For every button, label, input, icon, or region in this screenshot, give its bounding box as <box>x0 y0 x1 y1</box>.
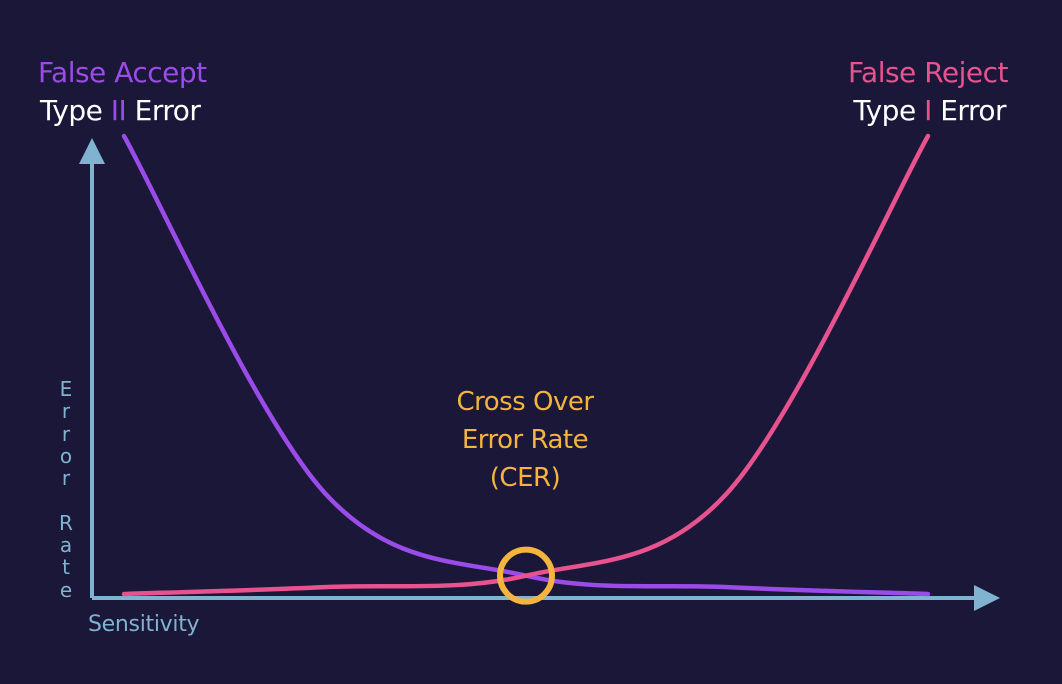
false-accept-type-label: Type II Error <box>40 94 201 127</box>
cer-annotation-line: Cross Over <box>456 387 594 417</box>
type-roman-numeral: II <box>110 94 127 127</box>
cer-annotation-line: (CER) <box>489 463 561 493</box>
series-line-false-reject <box>121 133 931 597</box>
error-word: Error <box>126 94 201 127</box>
series-line-false-accept <box>121 133 931 597</box>
x-axis-arrowhead <box>974 585 1000 611</box>
type-word: Type <box>40 94 111 127</box>
false-reject-label: False Reject <box>848 56 1009 89</box>
y-axis-label: E r r o r R a t e <box>59 377 73 602</box>
type-word: Type <box>853 94 925 127</box>
x-axis-label: Sensitivity <box>88 612 200 637</box>
false-reject-type-label: Type I Error <box>853 97 1006 125</box>
cer-annotation-line: Error Rate <box>461 425 589 455</box>
y-axis-arrowhead <box>79 138 105 164</box>
error-word: Error <box>931 94 1006 127</box>
type-roman-numeral: I <box>924 94 932 127</box>
cer-annotation: Cross Over Error Rate (CER) <box>420 383 630 497</box>
cer-marker-circle <box>497 546 555 605</box>
false-accept-label: False Accept <box>38 56 207 89</box>
